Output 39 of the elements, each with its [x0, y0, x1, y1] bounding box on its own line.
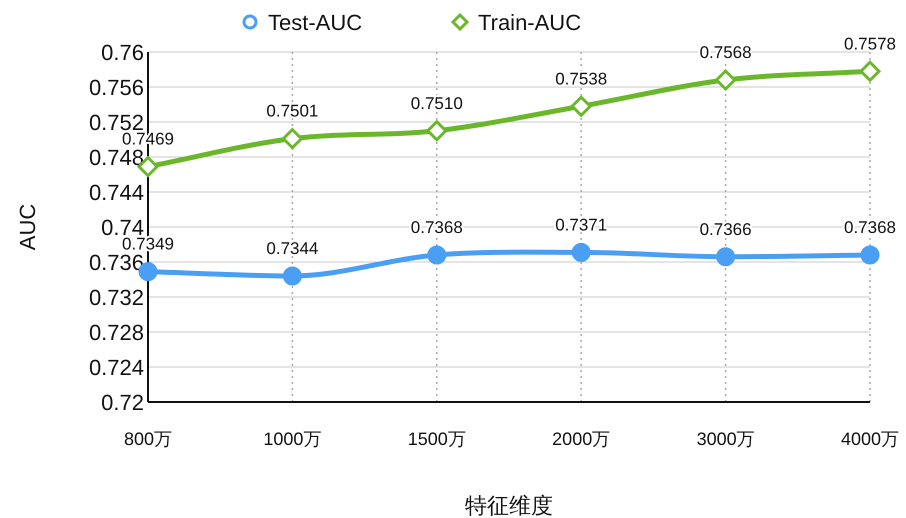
legend-label: Train-AUC: [478, 10, 582, 35]
point: [572, 242, 591, 262]
y-tick-label: 0.724: [88, 355, 144, 380]
point: [716, 247, 736, 266]
point: [282, 266, 302, 286]
point: [282, 128, 303, 150]
data-label: 0.7368: [410, 218, 463, 237]
point: [860, 60, 880, 82]
point: [570, 96, 592, 117]
point: [426, 120, 448, 142]
data-label: 0.7371: [555, 215, 608, 234]
data-label: 0.7578: [844, 34, 896, 54]
legend-label: Test-AUC: [268, 10, 362, 35]
data-label: 0.7368: [844, 218, 896, 237]
point: [427, 246, 446, 264]
x-axis-title: 特征维度: [465, 493, 553, 518]
data-label: 0.7538: [555, 69, 608, 88]
point: [860, 246, 880, 264]
data-label: 0.7568: [700, 43, 752, 62]
data-label: 0.7344: [266, 239, 318, 258]
x-tick-label: 800万: [124, 429, 172, 449]
x-tick-label: 2000万: [552, 429, 610, 449]
y-tick-label: 0.728: [88, 320, 144, 345]
data-label: 0.7510: [410, 94, 463, 113]
point: [715, 70, 736, 90]
y-tick-label: 0.736: [88, 250, 144, 275]
y-axis-title: AUC: [15, 204, 40, 250]
x-tick-label: 1500万: [408, 429, 466, 449]
y-tick-label: 0.732: [88, 285, 144, 310]
y-tick-label: 0.76: [101, 40, 144, 65]
x-tick-label: 4000万: [840, 429, 900, 449]
data-label: 0.7366: [700, 220, 752, 239]
y-tick-label: 0.756: [88, 75, 144, 100]
y-tick-label: 0.748: [88, 145, 144, 170]
y-tick-label: 0.744: [88, 180, 144, 205]
x-tick-label: 1000万: [263, 429, 322, 449]
x-tick-label: 3000万: [696, 429, 755, 449]
y-tick-label: 0.72: [101, 390, 144, 415]
data-label: 0.7501: [266, 102, 318, 121]
